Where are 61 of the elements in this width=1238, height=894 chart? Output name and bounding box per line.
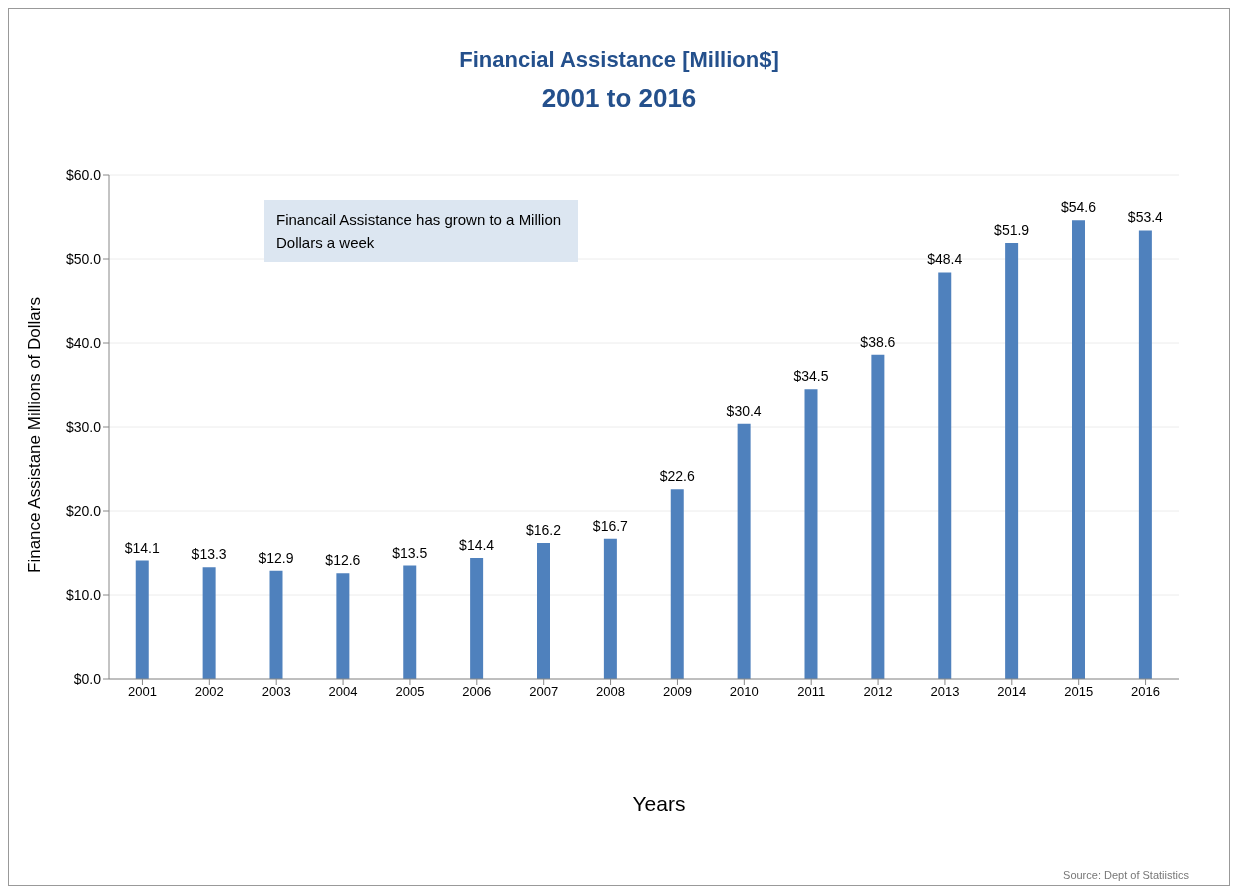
data-label: $16.7 bbox=[592, 517, 629, 534]
y-tick-label: $50.0 bbox=[65, 250, 102, 267]
x-tick-label: 2011 bbox=[797, 684, 826, 700]
data-label: $48.4 bbox=[927, 251, 963, 268]
data-label: $30.4 bbox=[726, 402, 762, 419]
x-tick-label: 2004 bbox=[328, 684, 358, 700]
data-label: $22.6 bbox=[659, 468, 695, 485]
data-label: $12.6 bbox=[325, 552, 361, 569]
chart-title: Financial Assistance [Million$] bbox=[458, 47, 780, 73]
x-tick-label: 2012 bbox=[863, 684, 893, 700]
x-tick-label: 2014 bbox=[997, 684, 1027, 700]
bar bbox=[1138, 230, 1152, 679]
x-tick-label: 2007 bbox=[529, 684, 559, 700]
bar bbox=[135, 560, 149, 679]
data-label: $38.6 bbox=[860, 333, 896, 350]
bar bbox=[804, 389, 818, 679]
bar bbox=[269, 570, 283, 679]
bar bbox=[737, 423, 751, 679]
x-tick-label: 2006 bbox=[462, 684, 492, 700]
y-tick-label: $20.0 bbox=[65, 502, 102, 519]
y-axis-title: Finance Assistane Millions of Dollars bbox=[25, 297, 45, 573]
bar bbox=[603, 538, 617, 679]
data-label: $16.2 bbox=[525, 521, 562, 538]
chart-subtitle: 2001 to 2016 bbox=[540, 83, 698, 114]
bar bbox=[871, 354, 885, 679]
x-tick-label: 2016 bbox=[1131, 684, 1161, 700]
y-tick-label: $0.0 bbox=[73, 670, 102, 687]
bar bbox=[670, 489, 684, 679]
data-label: $54.6 bbox=[1060, 199, 1097, 216]
data-label: $34.5 bbox=[793, 368, 829, 385]
bar bbox=[202, 567, 216, 679]
data-label: $13.3 bbox=[191, 546, 227, 563]
bar bbox=[1072, 220, 1085, 679]
bar bbox=[336, 573, 350, 679]
data-label: $12.9 bbox=[258, 549, 294, 566]
bar bbox=[537, 542, 550, 679]
bar bbox=[403, 565, 417, 679]
x-tick-label: 2002 bbox=[194, 684, 224, 700]
x-tick-label: 2009 bbox=[662, 684, 692, 700]
data-label: $14.4 bbox=[459, 537, 495, 554]
x-tick-label: 2013 bbox=[930, 684, 960, 700]
data-label: $13.5 bbox=[392, 544, 428, 561]
x-tick-label: 2015 bbox=[1064, 684, 1094, 700]
source-note: Source: Dept of Statiistics bbox=[1063, 869, 1189, 881]
data-label: $51.9 bbox=[994, 222, 1030, 239]
x-tick-label: 2005 bbox=[395, 684, 425, 700]
bar bbox=[938, 272, 952, 679]
x-tick-label: 2008 bbox=[596, 684, 626, 700]
y-tick-label: $10.0 bbox=[65, 586, 102, 603]
bar bbox=[1005, 243, 1019, 679]
x-tick-label: 2001 bbox=[127, 684, 157, 700]
x-axis-title: Years bbox=[631, 792, 687, 816]
data-label: $53.4 bbox=[1127, 209, 1164, 226]
x-tick-label: 2003 bbox=[261, 684, 291, 700]
annotation: Financail Assistance has grown to a Million Dollars a week bbox=[264, 200, 578, 262]
bar bbox=[470, 558, 484, 679]
y-tick-label: $60.0 bbox=[65, 166, 102, 183]
y-tick-label: $30.0 bbox=[65, 418, 102, 435]
x-tick-label: 2010 bbox=[729, 684, 759, 700]
y-tick-label: $40.0 bbox=[65, 334, 102, 351]
data-label: $14.1 bbox=[124, 539, 160, 556]
